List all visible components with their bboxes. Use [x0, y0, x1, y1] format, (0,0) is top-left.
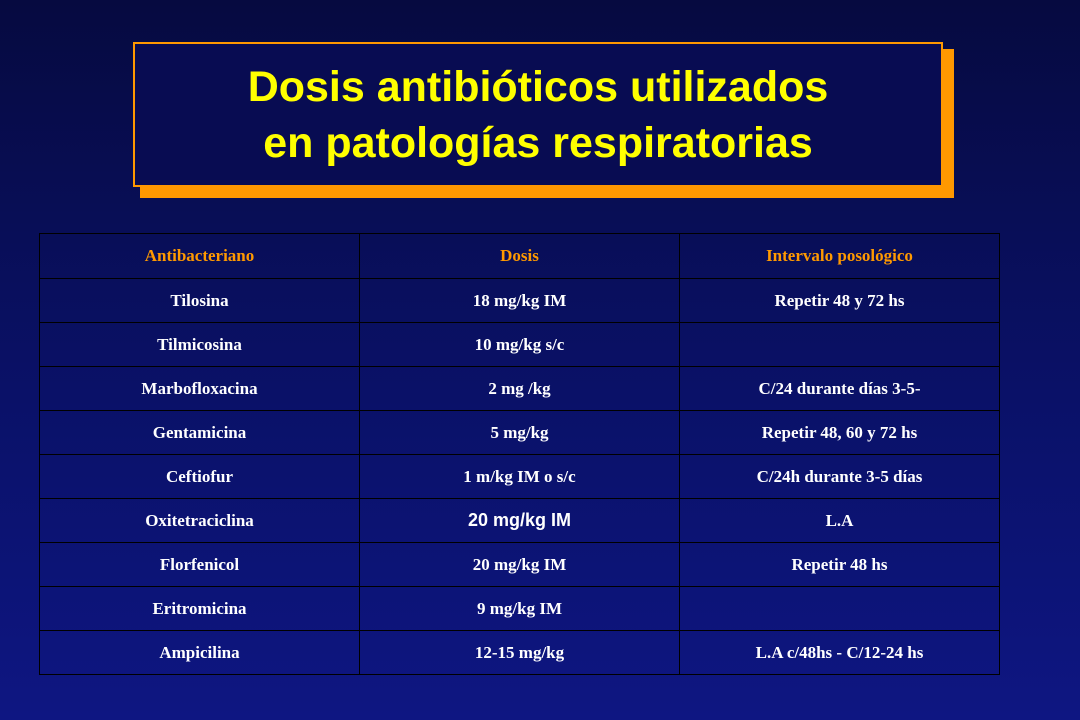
- cell-interval: [679, 322, 1000, 367]
- cell-drug: Tilosina: [39, 278, 360, 323]
- cell-drug: Eritromicina: [39, 586, 360, 631]
- title-box: Dosis antibióticos utilizados en patolog…: [133, 42, 943, 187]
- table-row: Ampicilina 12-15 mg/kg L.A c/48hs - C/12…: [39, 630, 1000, 675]
- cell-dose: 18 mg/kg IM: [359, 278, 680, 323]
- cell-interval: C/24 durante días 3-5-: [679, 366, 1000, 411]
- cell-dose: 9 mg/kg IM: [359, 586, 680, 631]
- cell-dose: 20 mg/kg IM: [359, 542, 680, 587]
- cell-drug: Tilmicosina: [39, 322, 360, 367]
- cell-drug: Ampicilina: [39, 630, 360, 675]
- cell-drug: Marbofloxacina: [39, 366, 360, 411]
- table-row: Oxitetraciclina 20 mg/kg IM L.A: [39, 498, 1000, 543]
- header-antibacteriano: Antibacteriano: [39, 233, 360, 279]
- table-row: Florfenicol 20 mg/kg IM Repetir 48 hs: [39, 542, 1000, 587]
- cell-interval: Repetir 48 y 72 hs: [679, 278, 1000, 323]
- table-row: Marbofloxacina 2 mg /kg C/24 durante día…: [39, 366, 1000, 411]
- table-row: Gentamicina 5 mg/kg Repetir 48, 60 y 72 …: [39, 410, 1000, 455]
- header-dosis: Dosis: [359, 233, 680, 279]
- antibiotic-dose-table: Antibacteriano Dosis Intervalo posológic…: [39, 233, 1000, 675]
- cell-dose: 2 mg /kg: [359, 366, 680, 411]
- cell-interval: C/24h durante 3-5 días: [679, 454, 1000, 499]
- cell-interval: [679, 586, 1000, 631]
- cell-interval: L.A c/48hs - C/12-24 hs: [679, 630, 1000, 675]
- cell-dose: 5 mg/kg: [359, 410, 680, 455]
- cell-drug: Gentamicina: [39, 410, 360, 455]
- table-row: Tilosina 18 mg/kg IM Repetir 48 y 72 hs: [39, 278, 1000, 323]
- cell-interval: Repetir 48, 60 y 72 hs: [679, 410, 1000, 455]
- cell-drug: Oxitetraciclina: [39, 498, 360, 543]
- cell-interval: L.A: [679, 498, 1000, 543]
- cell-dose: 10 mg/kg s/c: [359, 322, 680, 367]
- table-row: Eritromicina 9 mg/kg IM: [39, 586, 1000, 631]
- table-header-row: Antibacteriano Dosis Intervalo posológic…: [39, 233, 1000, 279]
- slide-title-line-1: Dosis antibióticos utilizados: [247, 62, 829, 111]
- cell-drug: Ceftiofur: [39, 454, 360, 499]
- table-row: Tilmicosina 10 mg/kg s/c: [39, 322, 1000, 367]
- header-intervalo: Intervalo posológico: [679, 233, 1000, 279]
- cell-dose: 12-15 mg/kg: [359, 630, 680, 675]
- cell-drug: Florfenicol: [39, 542, 360, 587]
- table-row: Ceftiofur 1 m/kg IM o s/c C/24h durante …: [39, 454, 1000, 499]
- cell-dose: 20 mg/kg IM: [359, 498, 680, 543]
- cell-dose: 1 m/kg IM o s/c: [359, 454, 680, 499]
- cell-interval: Repetir 48 hs: [679, 542, 1000, 587]
- slide-title-line-2: en patologías respiratorias: [263, 118, 813, 167]
